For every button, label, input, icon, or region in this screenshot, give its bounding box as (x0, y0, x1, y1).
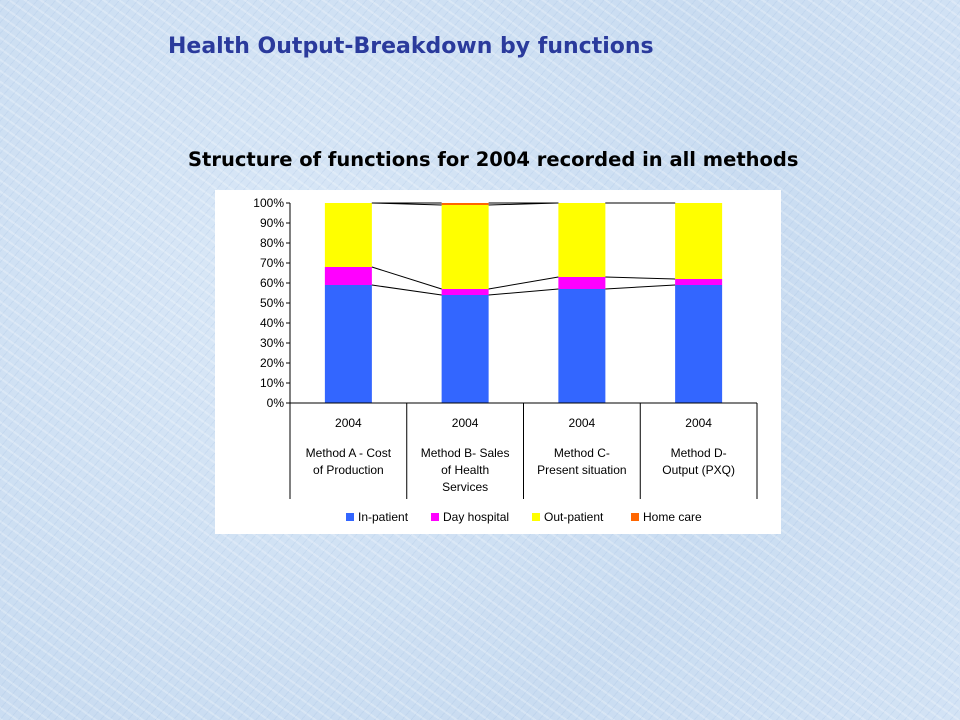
y-tick-label: 80% (260, 236, 284, 250)
y-tick-label: 10% (260, 376, 284, 390)
bar-segment (324, 203, 372, 267)
bar-segment (324, 285, 372, 403)
slide-title: Health Output-Breakdown by functions (168, 34, 654, 59)
y-tick-label: 0% (267, 396, 285, 410)
series-line (605, 284, 676, 290)
legend-swatch (346, 513, 354, 521)
x-tick-label-method: of Production (313, 463, 384, 477)
x-tick-label-method: of Health (441, 463, 489, 477)
x-tick-label-year: 2004 (452, 416, 479, 430)
series-line (605, 276, 676, 280)
bar-segment (441, 295, 489, 403)
x-tick-label-method: Method D- (671, 446, 727, 460)
bar-segment (441, 289, 489, 295)
x-tick-label-year: 2004 (685, 416, 712, 430)
y-tick-label: 90% (260, 216, 284, 230)
x-tick-label-method: Services (442, 480, 488, 494)
x-tick-label-method: Method C- (554, 446, 610, 460)
y-tick-label: 20% (260, 356, 284, 370)
legend-label: Day hospital (443, 510, 509, 524)
bar-segment (675, 279, 723, 285)
bar-segment (675, 203, 723, 279)
x-tick-label-method: Method A - Cost (306, 446, 392, 460)
series-line (488, 276, 559, 290)
y-tick-label: 30% (260, 336, 284, 350)
legend-swatch (431, 513, 439, 521)
series-line (371, 284, 442, 296)
y-tick-label: 70% (260, 256, 284, 270)
x-tick-label-year: 2004 (335, 416, 362, 430)
bar-segment (558, 203, 606, 277)
bar-segment (324, 267, 372, 285)
bar-segment (675, 285, 723, 403)
bar-segment (441, 205, 489, 289)
legend-label: Home care (643, 510, 702, 524)
legend-label: Out-patient (544, 510, 604, 524)
bar-segment (441, 203, 489, 205)
y-tick-label: 40% (260, 316, 284, 330)
x-tick-label-method: Present situation (537, 463, 626, 477)
series-line (371, 266, 442, 290)
legend-swatch (631, 513, 639, 521)
x-tick-label-year: 2004 (569, 416, 596, 430)
legend-label: In-patient (358, 510, 409, 524)
legend-swatch (532, 513, 540, 521)
y-tick-label: 60% (260, 276, 284, 290)
bar-segment (558, 289, 606, 403)
bar-segment (558, 277, 606, 289)
chart-title: Structure of functions for 2004 recorded… (188, 148, 799, 171)
series-line (488, 288, 559, 296)
x-tick-label-method: Method B- Sales (421, 446, 510, 460)
y-tick-label: 50% (260, 296, 284, 310)
y-tick-label: 100% (253, 196, 284, 210)
x-tick-label-method: Output (PXQ) (662, 463, 735, 477)
